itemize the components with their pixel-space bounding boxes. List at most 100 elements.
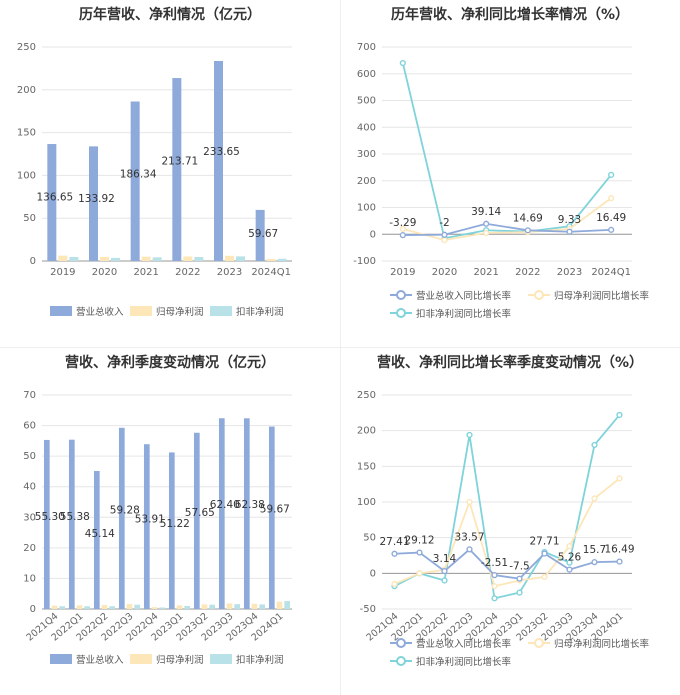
- data-point: [566, 543, 573, 550]
- y-tick-label: 50: [363, 533, 376, 544]
- chart-title: 营收、净利季度变动情况（亿元）: [65, 355, 275, 371]
- bar: [225, 255, 234, 261]
- data-label: 15.7: [583, 544, 606, 556]
- legend-label: 归母净利润同比增长率: [554, 290, 650, 302]
- bar: [259, 604, 266, 609]
- bar: [243, 418, 250, 609]
- legend-label: 扣非净利润: [236, 306, 284, 318]
- y-tick-label: 20: [23, 543, 36, 554]
- series-line: [402, 222, 612, 237]
- legend-label: 扣非净利润同比增长率: [416, 308, 512, 320]
- legend-marker: [534, 638, 544, 648]
- data-point: [399, 232, 406, 239]
- bar: [152, 257, 162, 261]
- chart-title: 历年营收、净利情况（亿元）: [79, 7, 261, 23]
- bar: [159, 607, 166, 609]
- bar: [277, 258, 287, 261]
- y-tick-label: 600: [357, 69, 376, 80]
- bar: [126, 604, 133, 609]
- data-point: [524, 227, 531, 234]
- y-tick-label: 10: [23, 573, 36, 584]
- y-tick-label: 50: [23, 451, 36, 462]
- y-tick-label: 250: [17, 42, 36, 53]
- data-label: 59.28: [110, 504, 140, 516]
- bar: [255, 209, 265, 261]
- data-label: -2.51: [481, 557, 508, 569]
- bar: [151, 607, 158, 609]
- y-tick-label: 100: [357, 203, 376, 214]
- bar: [141, 256, 151, 261]
- data-point: [391, 550, 398, 557]
- series-line: [402, 197, 612, 242]
- data-label: -2: [439, 217, 449, 229]
- data-point: [441, 577, 448, 584]
- data-label: 62.38: [235, 499, 265, 511]
- data-point: [391, 580, 398, 588]
- series-line: [394, 414, 621, 600]
- data-point: [491, 583, 498, 590]
- legend-label: 归母净利润: [156, 306, 204, 318]
- bar: [143, 444, 150, 609]
- bar: [68, 439, 75, 609]
- legend-swatch: [130, 306, 152, 316]
- data-label: 62.40: [210, 499, 240, 511]
- data-point: [516, 589, 523, 596]
- data-point: [616, 475, 623, 482]
- y-tick-label: 70: [23, 390, 36, 401]
- bar: [194, 256, 204, 261]
- y-tick-label: 40: [23, 482, 36, 493]
- y-tick-label: 500: [357, 96, 376, 107]
- panel-quarterly-growth: 营收、净利同比增长率季度变动情况（%） -50 0 50 100 150 200 250 20…: [340, 348, 680, 695]
- bar: [51, 605, 58, 609]
- data-label: 133.92: [78, 193, 115, 205]
- legend-label: 营业总收入: [76, 306, 124, 318]
- y-tick-label: 50: [23, 213, 36, 224]
- data-label: 5.26: [558, 552, 582, 564]
- legend-marker: [396, 308, 406, 318]
- data-point: [541, 573, 548, 581]
- data-label: 45.14: [85, 528, 115, 540]
- data-point: [399, 59, 406, 67]
- data-point: [608, 195, 615, 202]
- y-tick-label: 200: [17, 85, 36, 96]
- bar: [58, 255, 68, 261]
- x-tick-label: 2021: [473, 267, 498, 278]
- legend-swatch: [50, 306, 72, 316]
- bar: [172, 78, 182, 261]
- bar: [100, 256, 109, 261]
- data-label: 33.57: [454, 531, 484, 543]
- data-label: 213.71: [161, 155, 198, 167]
- data-point: [466, 431, 473, 439]
- data-point: [466, 546, 473, 553]
- y-tick-label: 400: [357, 122, 376, 133]
- bar: [266, 258, 276, 261]
- data-point: [441, 237, 448, 244]
- bar: [236, 256, 245, 261]
- bar: [101, 605, 108, 609]
- data-label: 53.91: [135, 513, 165, 525]
- y-tick-label: 200: [357, 426, 376, 437]
- bar: [111, 257, 120, 261]
- y-tick-label: 150: [357, 461, 376, 472]
- legend-label: 扣非净利润: [236, 654, 284, 666]
- bar: [118, 427, 125, 609]
- data-point: [608, 226, 615, 233]
- panel-annual-growth: 历年营收、净利同比增长率情况（%） -100 0 100 200 300 400 500 60…: [340, 0, 680, 347]
- y-tick-label: 0: [370, 229, 376, 240]
- data-point: [466, 498, 473, 506]
- data-label: -7.5: [509, 561, 530, 573]
- chart-title: 历年营收、净利同比增长率情况（%）: [390, 7, 630, 23]
- data-point: [591, 559, 598, 566]
- bar: [234, 604, 241, 609]
- y-tick-label: 0: [370, 568, 376, 579]
- chart-quarterly-revenue: 0102030405060702021Q42022Q12022Q22022Q32…: [23, 390, 292, 666]
- legend-marker: [396, 656, 406, 666]
- data-point: [399, 225, 406, 233]
- legend-swatch: [50, 654, 72, 664]
- data-label: 233.65: [203, 146, 240, 158]
- data-point: [483, 220, 490, 227]
- data-point: [616, 411, 623, 419]
- bar: [176, 605, 183, 609]
- bar: [130, 101, 140, 262]
- bar: [93, 471, 100, 609]
